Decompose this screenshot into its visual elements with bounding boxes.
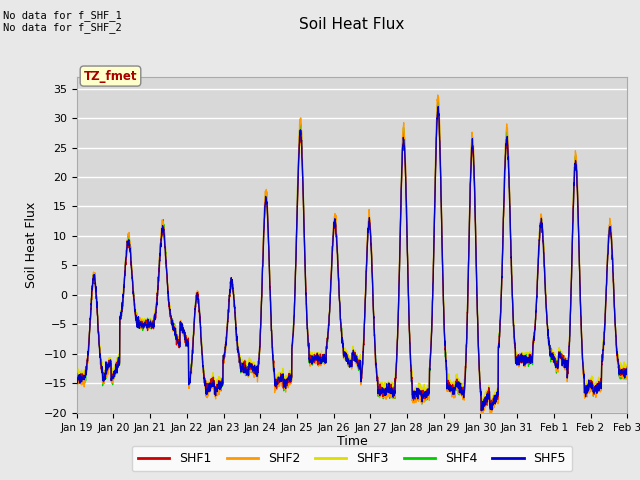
SHF3	[518, 351, 526, 357]
SHF3	[488, 404, 495, 409]
SHF5	[616, 368, 623, 374]
SHF1	[623, 364, 631, 370]
SHF3	[616, 367, 623, 373]
SHF4	[73, 379, 81, 384]
SHF2	[73, 378, 81, 384]
SHF1	[385, 385, 393, 391]
SHF2	[616, 369, 623, 374]
Text: No data for f_SHF_1: No data for f_SHF_1	[3, 10, 122, 21]
Line: SHF3: SHF3	[77, 118, 627, 407]
SHF3	[434, 115, 442, 120]
SHF4	[435, 96, 442, 102]
SHF5	[477, 408, 485, 413]
SHF2	[434, 92, 442, 98]
SHF4	[128, 267, 136, 273]
SHF1	[616, 372, 623, 378]
SHF4	[479, 412, 486, 418]
SHF3	[246, 356, 254, 362]
SHF4	[549, 359, 557, 365]
Text: No data for f_SHF_2: No data for f_SHF_2	[3, 22, 122, 33]
SHF2	[486, 414, 494, 420]
SHF2	[385, 394, 393, 399]
SHF5	[623, 366, 631, 372]
SHF4	[518, 353, 526, 359]
SHF2	[128, 263, 136, 269]
Y-axis label: Soil Heat Flux: Soil Heat Flux	[25, 202, 38, 288]
SHF5	[246, 362, 254, 368]
SHF4	[385, 387, 393, 393]
SHF3	[385, 381, 393, 387]
X-axis label: Time: Time	[337, 435, 367, 448]
SHF1	[128, 268, 136, 274]
SHF1	[518, 356, 526, 361]
SHF3	[549, 353, 557, 359]
SHF1	[73, 371, 81, 376]
SHF5	[435, 104, 442, 109]
Line: SHF4: SHF4	[77, 99, 627, 415]
SHF5	[128, 269, 136, 275]
Line: SHF5: SHF5	[77, 107, 627, 410]
SHF3	[128, 271, 136, 276]
SHF1	[246, 362, 254, 368]
SHF1	[477, 408, 485, 414]
SHF5	[73, 380, 81, 385]
Line: SHF2: SHF2	[77, 95, 627, 417]
SHF3	[73, 372, 81, 377]
SHF3	[623, 365, 631, 371]
SHF4	[623, 372, 631, 377]
SHF2	[246, 367, 254, 373]
Line: SHF1: SHF1	[77, 111, 627, 411]
Legend: SHF1, SHF2, SHF3, SHF4, SHF5: SHF1, SHF2, SHF3, SHF4, SHF5	[132, 446, 572, 471]
SHF1	[435, 108, 442, 114]
SHF2	[549, 355, 557, 360]
SHF5	[518, 354, 526, 360]
SHF5	[549, 352, 557, 358]
Text: TZ_fmet: TZ_fmet	[84, 70, 137, 83]
Text: Soil Heat Flux: Soil Heat Flux	[300, 17, 404, 32]
SHF2	[623, 374, 631, 380]
SHF1	[549, 352, 557, 358]
SHF5	[385, 380, 393, 386]
SHF4	[616, 370, 623, 376]
SHF4	[246, 365, 254, 371]
SHF2	[518, 360, 526, 366]
